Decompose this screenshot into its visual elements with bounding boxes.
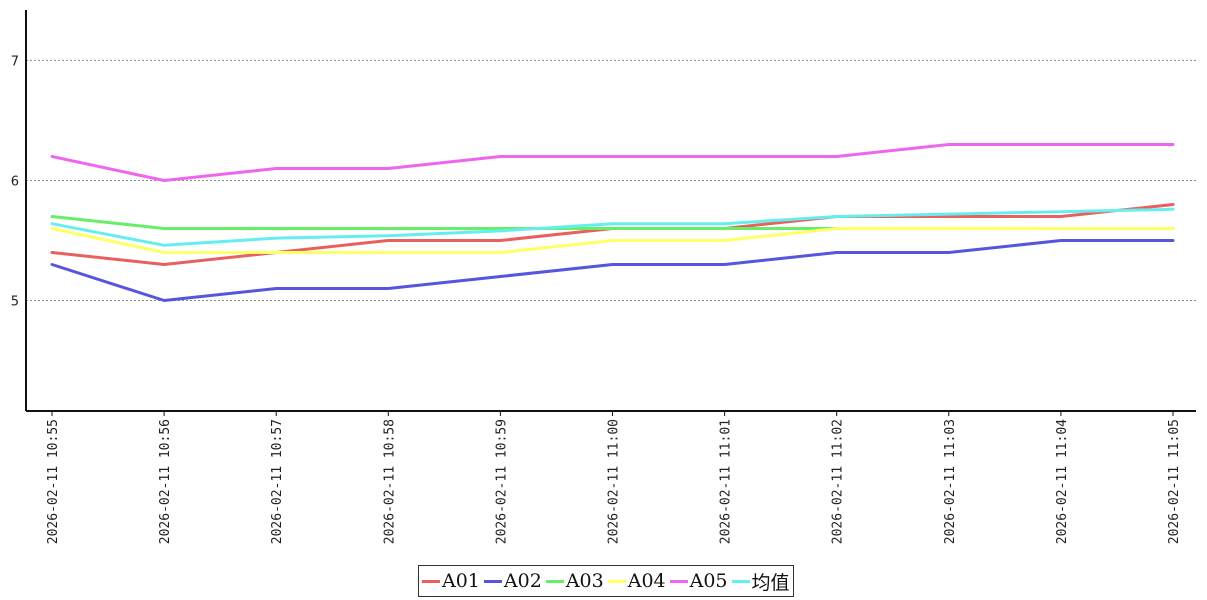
y-tick-label: 5 bbox=[11, 295, 19, 310]
x-tick-label: 2026-02-11 10:57 bbox=[270, 419, 285, 544]
x-tick-label: 2026-02-11 10:55 bbox=[46, 419, 61, 544]
legend-label: A03 bbox=[565, 570, 604, 592]
legend-item: A02 bbox=[483, 570, 542, 592]
legend-item: A03 bbox=[545, 570, 604, 592]
y-tick-label: 6 bbox=[11, 174, 19, 189]
x-tick-label: 2026-02-11 11:03 bbox=[943, 419, 958, 544]
legend-label: 均值 bbox=[751, 571, 790, 594]
legend-item: A05 bbox=[669, 570, 728, 592]
legend-swatch bbox=[669, 579, 688, 583]
x-tick-label: 2026-02-11 11:05 bbox=[1167, 419, 1182, 544]
y-tick-label: 7 bbox=[11, 54, 19, 69]
legend-label: A01 bbox=[442, 570, 480, 592]
x-tick-labels: 2026-02-11 10:55 2026-02-11 10:56 2026-02-… bbox=[46, 419, 1182, 544]
series-line-均值 bbox=[50, 207, 1175, 247]
grid-lines bbox=[26, 59, 1196, 302]
legend-label: A04 bbox=[627, 570, 666, 592]
legend-label: A02 bbox=[503, 570, 542, 592]
series-line-A05 bbox=[50, 143, 1175, 182]
x-tick-label: 2026-02-11 11:00 bbox=[607, 419, 622, 544]
legend-item: A01 bbox=[422, 570, 480, 592]
x-tick-label: 2026-02-11 11:02 bbox=[831, 419, 846, 544]
x-tick-label: 2026-02-11 10:58 bbox=[382, 419, 397, 544]
legend-swatch bbox=[545, 579, 564, 583]
legend-item: A04 bbox=[607, 570, 666, 592]
legend-swatch bbox=[607, 579, 626, 583]
x-tick-label: 2026-02-11 11:01 bbox=[719, 419, 734, 544]
series-line-A04 bbox=[50, 227, 1175, 254]
legend-label: A05 bbox=[689, 570, 728, 592]
legend: A01 A02 A03 A04 A05 均值 bbox=[418, 565, 794, 597]
y-tick-labels: 5 6 7 bbox=[11, 54, 19, 309]
legend-swatch bbox=[731, 579, 750, 583]
x-tick-label: 2026-02-11 11:04 bbox=[1055, 419, 1070, 544]
series-lines bbox=[50, 143, 1175, 302]
x-tick-label: 2026-02-11 10:59 bbox=[494, 419, 509, 544]
x-tick-label: 2026-02-11 10:56 bbox=[158, 419, 173, 544]
series-line-A02 bbox=[50, 239, 1175, 302]
legend-swatch bbox=[422, 579, 440, 583]
axes bbox=[25, 10, 1196, 416]
legend-swatch bbox=[483, 579, 502, 583]
legend-item: 均值 bbox=[731, 568, 790, 595]
